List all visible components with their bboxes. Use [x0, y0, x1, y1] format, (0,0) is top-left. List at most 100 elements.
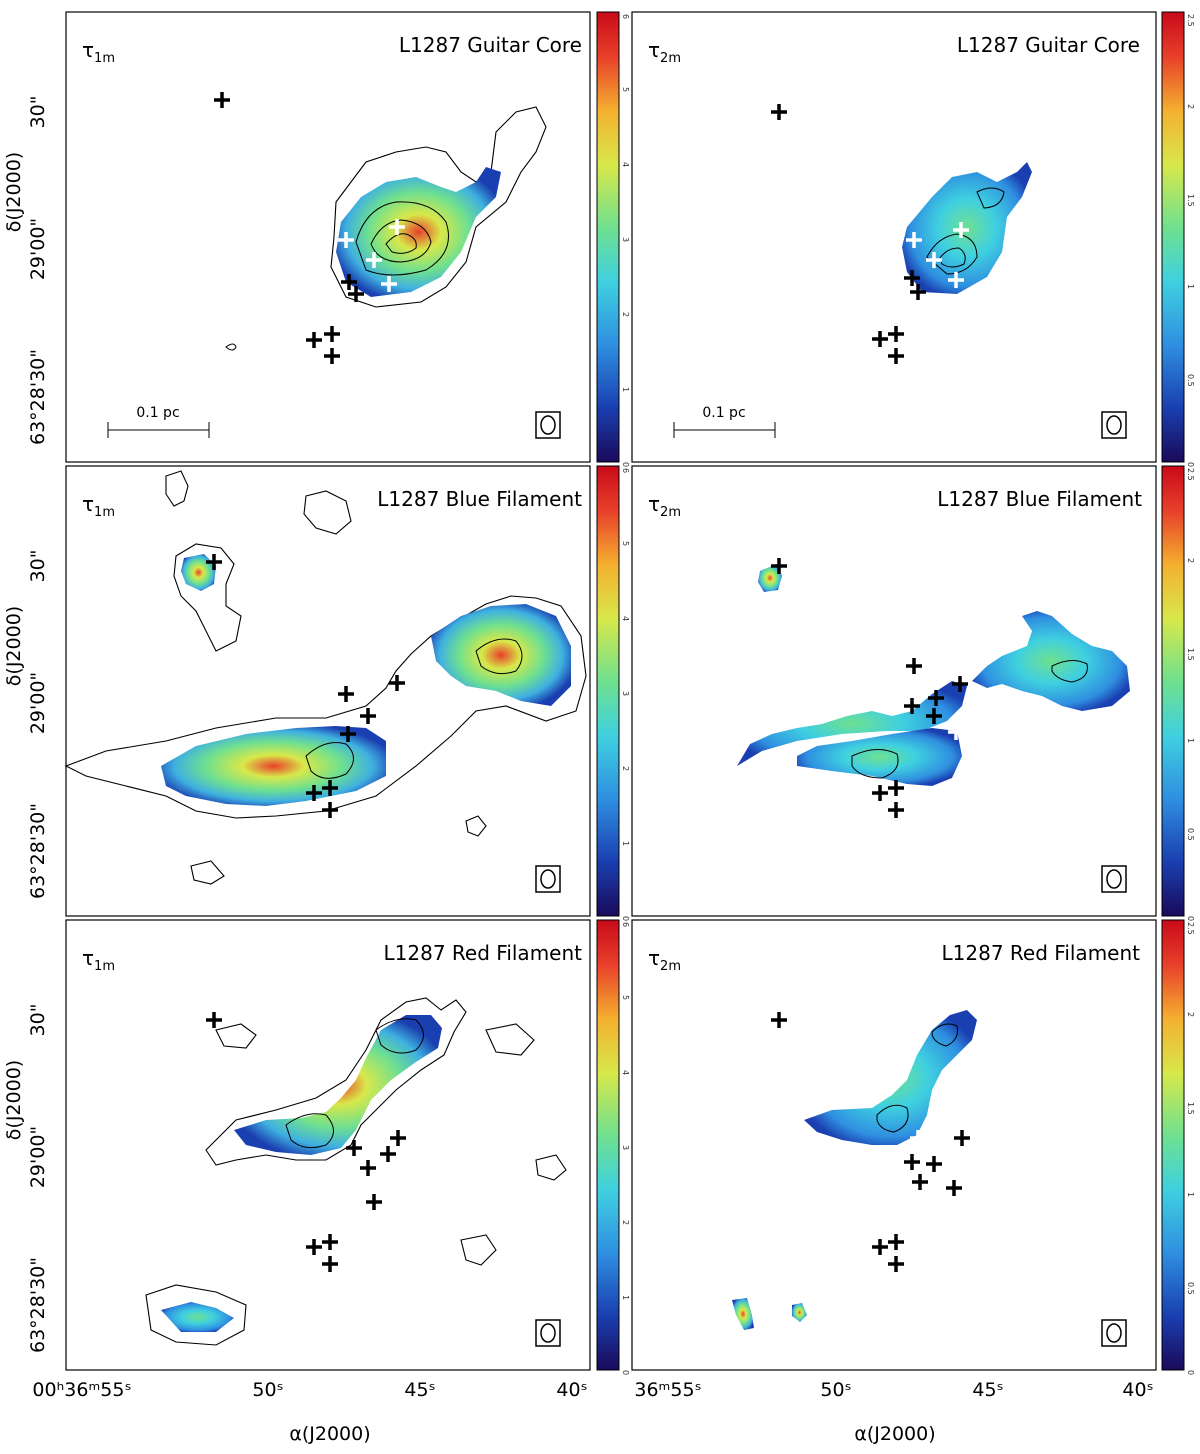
island-contour [190, 860, 225, 885]
scale-bar: 0.1 pc [673, 405, 776, 438]
source-marker [380, 724, 396, 740]
outer-contour [64, 595, 587, 819]
colorbar-tick: 0 [621, 1370, 630, 1375]
dec-tick: 30" [27, 1004, 49, 1037]
colorbar-tick: 1 [1186, 738, 1195, 743]
source-markers [206, 554, 405, 818]
source-marker [771, 558, 787, 574]
colorbar-tick: 0.5 [1186, 1282, 1195, 1295]
ra-tick: 45ˢ [404, 1379, 435, 1401]
source-marker [340, 726, 356, 742]
colorbar-tick: 0 [1186, 462, 1195, 467]
source-marker [381, 276, 397, 292]
island-contour [485, 1023, 535, 1056]
panel-guitar-tau1: τ1m L1287 Guitar Core 0.1 pc [65, 11, 591, 463]
panel-title: L1287 Guitar Core [399, 33, 582, 57]
colorbar-tick: 2.5 [1186, 14, 1195, 27]
source-marker [872, 1239, 888, 1255]
colorbar-tick: 0 [621, 462, 630, 467]
emission-region [732, 1298, 754, 1330]
ra-axis-left: 00ʰ36ᵐ55ˢ 50ˢ 45ˢ 40ˢ α(J2000) [32, 1379, 587, 1445]
source-markers [771, 104, 969, 364]
dec-tick: 29'00" [27, 672, 49, 734]
inner-contour [926, 233, 978, 275]
source-marker [926, 1156, 942, 1172]
dec-tick: 63°28'30" [27, 803, 49, 899]
source-marker [888, 1234, 904, 1250]
colorbar-tick: 5 [621, 995, 630, 1000]
inner-contour [931, 1023, 958, 1047]
source-marker [324, 348, 340, 364]
colorbar-tick: 4 [621, 162, 630, 167]
source-marker [306, 785, 322, 801]
colorbar-tick: 1.5 [1186, 648, 1195, 661]
dec-axis-label: δ(J2000) [3, 152, 25, 232]
beam-marker [1101, 865, 1127, 893]
colorbar-tick: 2 [1186, 558, 1195, 563]
source-marker [389, 219, 405, 235]
colorbar-tick: 2.5 [1186, 468, 1195, 481]
source-marker [324, 326, 340, 342]
dec-axis-row-2: δ(J2000) 30" 29'00" 63°28'30" [3, 1004, 49, 1353]
island-contour [303, 490, 352, 535]
panel-guitar-tau2: τ2m L1287 Guitar Core 0.1 pc [631, 11, 1157, 463]
colorbar-tick: 1 [1186, 1192, 1195, 1197]
colorbar-tick: 2 [621, 766, 630, 771]
emission-region [234, 1015, 442, 1155]
panel-frame [631, 11, 1157, 463]
dec-axis-row-1: δ(J2000) 30" 29'00" 63°28'30" [3, 550, 49, 899]
ra-axis-label: α(J2000) [854, 1423, 935, 1445]
panel-blue-tau2: τ2m L1287 Blue Filament [631, 465, 1157, 917]
source-marker [214, 92, 230, 108]
source-marker [910, 284, 926, 300]
source-marker [771, 104, 787, 120]
source-marker [322, 1256, 338, 1272]
tau-map [145, 997, 567, 1346]
outer-contour [330, 106, 547, 308]
colorbar-tick: 4 [621, 616, 630, 621]
tau-map [225, 106, 547, 351]
source-marker [906, 232, 922, 248]
island-contour [465, 815, 487, 837]
source-marker [888, 326, 904, 342]
emission-region [737, 681, 967, 766]
emission-region [797, 728, 962, 786]
dec-tick: 29'00" [27, 218, 49, 280]
emission-region [804, 1010, 977, 1145]
source-marker [888, 780, 904, 796]
source-marker [906, 658, 922, 674]
beam-marker [535, 865, 561, 893]
emission-region [792, 1303, 807, 1322]
tau-label: τ1m [82, 38, 115, 66]
scale-bar-label: 0.1 pc [702, 405, 745, 421]
source-marker [380, 1146, 396, 1162]
inner-contour [876, 1104, 909, 1133]
island-contour [460, 1234, 497, 1266]
inner-contour [305, 742, 354, 779]
panel-frame [65, 11, 591, 463]
inner-contour [355, 201, 449, 276]
panel-blue-tau1: τ1m L1287 Blue Filament [64, 465, 591, 917]
tau-label: τ2m [648, 946, 681, 974]
source-marker [341, 274, 357, 290]
source-marker [946, 1180, 962, 1196]
ra-tick: 40ˢ [556, 1379, 587, 1401]
colorbar-tick: 5 [621, 541, 630, 546]
colorbar-tick: 0 [1186, 1370, 1195, 1375]
source-marker [322, 780, 338, 796]
source-marker [306, 1239, 322, 1255]
colorbar-tick: 3 [621, 691, 630, 696]
colorbar-guitar-tau2: 0 0.5 1 1.5 2 2.5 [1161, 11, 1195, 467]
source-marker [872, 331, 888, 347]
tau-map [737, 564, 1130, 786]
source-marker [322, 802, 338, 818]
colorbar-tick: 1 [621, 387, 630, 392]
colorbar-tick: 1 [1186, 284, 1195, 289]
source-marker [206, 554, 222, 570]
colorbar-bar [596, 919, 620, 1371]
colorbar-blue-tau1: 0 1 2 3 4 5 6 [596, 465, 630, 921]
island-contour [165, 470, 189, 507]
colorbar-tick: 3 [621, 1145, 630, 1150]
colorbar-tick: 3 [621, 237, 630, 242]
outer-contour [205, 997, 467, 1166]
